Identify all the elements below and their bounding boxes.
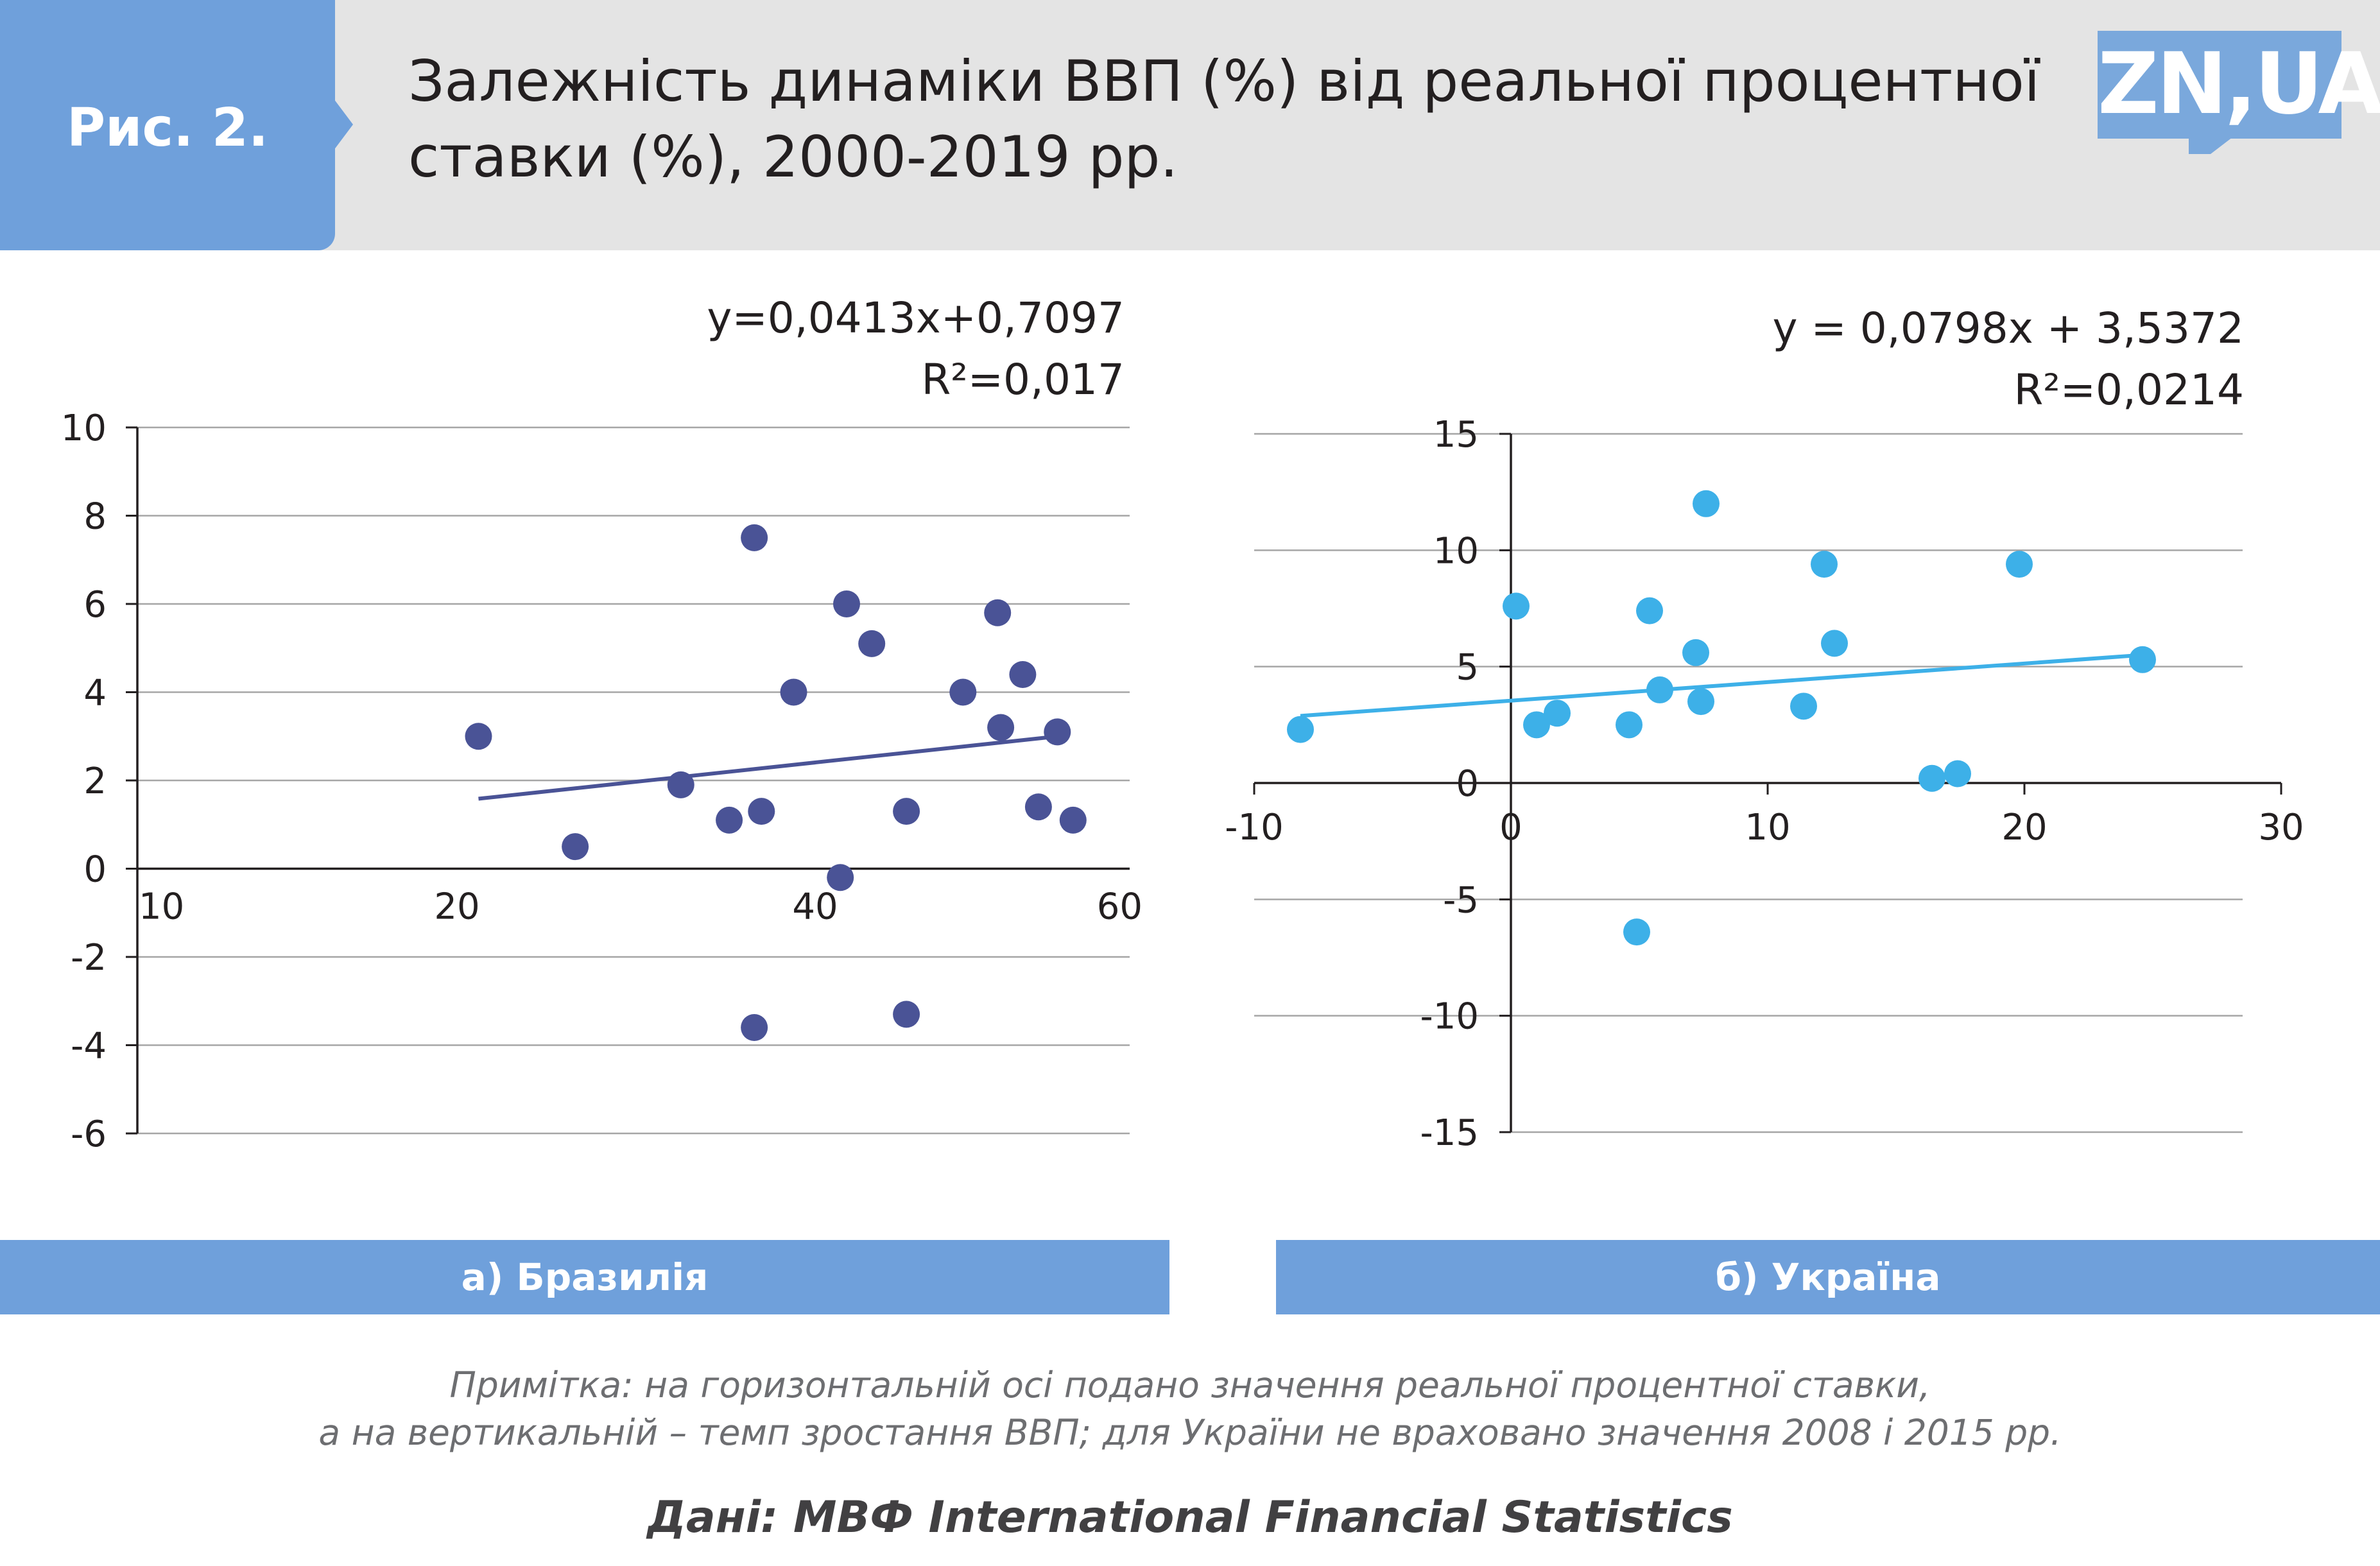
ukraine-point xyxy=(1682,639,1709,666)
ukraine-equation: y = 0,0798x + 3,5372 xyxy=(1772,304,2244,353)
caption-brazil: а) Бразилія xyxy=(461,1255,709,1299)
brazil-y-tick-label: 2 xyxy=(83,761,107,802)
ukraine-y-tick-label: 15 xyxy=(1433,414,1479,456)
ukraine-point xyxy=(2006,551,2033,578)
brazil-point xyxy=(667,771,694,798)
brazil-y-tick-label: 8 xyxy=(83,496,107,538)
ukraine-point xyxy=(1821,630,1848,657)
brazil-y-tick-label: 6 xyxy=(83,584,107,626)
ukraine-point xyxy=(1687,688,1714,716)
figure-label-box xyxy=(0,0,335,250)
brazil-x-tick-label: 60 xyxy=(1097,886,1143,928)
caption-bar-brazil: а) Бразилія xyxy=(0,1240,1169,1314)
ukraine-point xyxy=(1693,490,1720,517)
ukraine-x-tick-label: 30 xyxy=(2258,807,2304,848)
brazil-point xyxy=(741,524,768,551)
brazil-point xyxy=(1044,718,1071,746)
ukraine-y-tick-label: -10 xyxy=(1420,996,1479,1038)
ukraine-trendline xyxy=(1300,653,2143,718)
brazil-x-tick-label: 10 xyxy=(139,886,184,928)
ukraine-x-tick-label: 0 xyxy=(1499,807,1522,848)
logo-background xyxy=(2098,31,2341,139)
brazil-points xyxy=(465,524,1087,1041)
brazil-point xyxy=(748,798,775,825)
chart-ukraine: 15 10 5 0 -5 -10 -15 -10 0 10 20 30 y = 0,0798x + … xyxy=(1225,304,2304,1154)
caption-bar-ukraine: б) Україна xyxy=(1276,1240,2380,1314)
brazil-trendline-path xyxy=(478,734,1058,801)
brazil-point xyxy=(858,630,886,657)
brazil-trendline xyxy=(478,734,1058,801)
brazil-point xyxy=(893,798,920,825)
ukraine-point xyxy=(1944,760,1971,787)
brazil-point xyxy=(987,714,1015,741)
ukraine-trendline-path xyxy=(1300,653,2143,718)
brazil-point xyxy=(562,833,589,861)
ukraine-r-squared: R²=0,0214 xyxy=(2014,365,2244,415)
ukraine-point xyxy=(1811,551,1838,578)
ukraine-gridlines xyxy=(1254,433,2243,1133)
page-title-line-2: ставки (%), 2000-2019 рр. xyxy=(408,124,1178,190)
brazil-point xyxy=(833,590,860,617)
brazil-point xyxy=(716,806,743,834)
logo: ZN,UA xyxy=(2098,35,2380,133)
ukraine-point xyxy=(1544,700,1571,727)
page-title-line-1: Залежність динаміки ВВП (%) від реальної… xyxy=(408,48,2040,114)
brazil-point xyxy=(827,864,854,891)
brazil-y-tick-label: -4 xyxy=(71,1026,107,1067)
ukraine-point xyxy=(1523,711,1550,739)
brazil-x-tick-label: 40 xyxy=(792,886,838,928)
brazil-axes xyxy=(126,426,1130,1135)
brazil-point xyxy=(465,723,492,750)
ukraine-y-tick-labels: 15 10 5 0 -5 -10 -15 xyxy=(1420,414,1479,1154)
brazil-x-tick-labels: 10 20 40 60 xyxy=(139,886,1143,928)
data-source: Дані: МВФ International Financial Statis… xyxy=(647,1492,1733,1543)
logo-speech-tail xyxy=(2189,137,2232,154)
ukraine-x-tick-labels: -10 0 10 20 30 xyxy=(1225,807,2304,848)
brazil-y-tick-label: -2 xyxy=(71,937,107,979)
brazil-point xyxy=(1024,793,1052,821)
ukraine-y-tick-label: -15 xyxy=(1420,1112,1479,1154)
ukraine-point xyxy=(1623,918,1650,946)
brazil-gridlines xyxy=(137,426,1130,1135)
ukraine-point xyxy=(1503,592,1530,620)
figure-label: Рис. 2. xyxy=(66,98,269,159)
ukraine-x-tick-label: -10 xyxy=(1225,807,1283,848)
brazil-equation: y=0,0413x+0,7097 xyxy=(707,293,1125,343)
ukraine-y-tick-label: -5 xyxy=(1443,879,1479,921)
ukraine-y-tick-label: 10 xyxy=(1433,530,1479,572)
brazil-point xyxy=(893,1001,920,1028)
brazil-point xyxy=(949,678,977,706)
brazil-r-squared: R²=0,017 xyxy=(921,355,1125,404)
header-band xyxy=(0,0,2380,250)
note-line-2: а на вертикальній – темп зростання ВВП; … xyxy=(318,1412,2062,1453)
brazil-point xyxy=(780,678,807,706)
brazil-point xyxy=(741,1014,768,1041)
ukraine-point xyxy=(1287,716,1314,743)
ukraine-y-tick-label: 5 xyxy=(1456,647,1479,689)
ukraine-axes xyxy=(1253,433,2282,1133)
brazil-y-tick-labels: 10 8 6 4 2 0 -2 -4 -6 xyxy=(61,408,107,1155)
brazil-x-tick-label: 20 xyxy=(434,886,479,928)
brazil-y-tick-label: 10 xyxy=(61,408,107,449)
ukraine-point xyxy=(1919,764,1945,792)
ukraine-point xyxy=(1646,676,1673,703)
brazil-y-tick-label: 0 xyxy=(83,849,107,891)
ukraine-point xyxy=(2129,646,2156,673)
ukraine-y-tick-label: 0 xyxy=(1456,763,1479,805)
ukraine-point xyxy=(1790,693,1817,720)
brazil-y-tick-label: -6 xyxy=(71,1114,107,1155)
brazil-point xyxy=(984,599,1012,626)
ukraine-point xyxy=(1616,711,1643,739)
ukraine-points xyxy=(1287,490,2156,946)
brazil-point xyxy=(1009,661,1037,688)
figure-label-pointer xyxy=(334,99,353,150)
brazil-point xyxy=(1059,806,1087,834)
note-line-1: Примітка: на горизонтальній осі подано з… xyxy=(449,1364,1931,1406)
brazil-y-tick-label: 4 xyxy=(83,673,107,714)
ukraine-point xyxy=(1636,597,1663,624)
caption-ukraine: б) Україна xyxy=(1715,1255,1941,1299)
ukraine-x-tick-label: 20 xyxy=(2001,807,2047,848)
ukraine-x-tick-label: 10 xyxy=(1745,807,1790,848)
